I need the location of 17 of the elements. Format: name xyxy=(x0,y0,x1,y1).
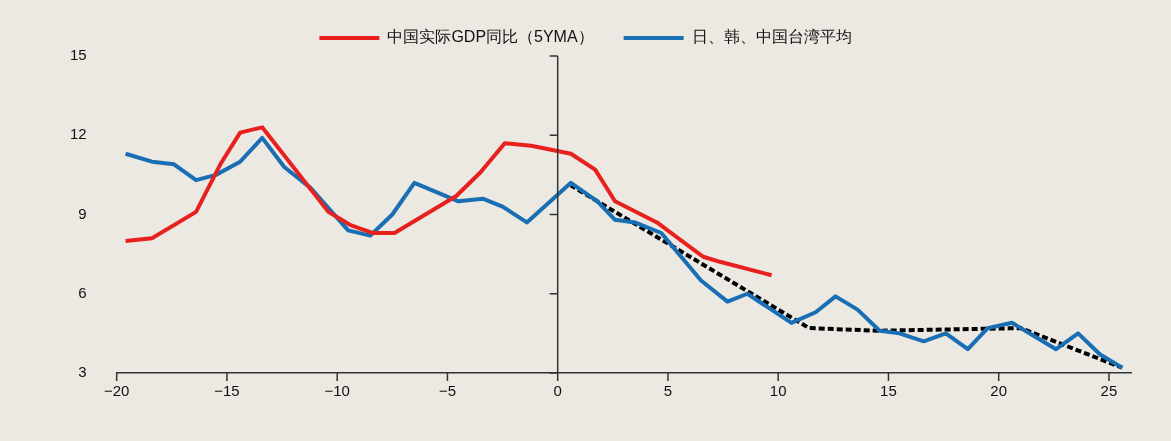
x-tick-label: −15 xyxy=(214,382,240,400)
x-tick-label: 15 xyxy=(880,382,897,400)
x-tick-label: −10 xyxy=(324,382,350,400)
y-tick-label: 3 xyxy=(78,363,87,381)
x-tick-label: −5 xyxy=(438,382,456,400)
legend-label: 中国实际GDP同比（5YMA） xyxy=(387,28,594,46)
x-tick-label: −20 xyxy=(103,382,130,400)
x-tick-label: 20 xyxy=(990,382,1008,400)
legend-label: 日、韩、中国台湾平均 xyxy=(691,28,852,46)
y-tick-label: 9 xyxy=(78,204,87,222)
x-tick-label: 25 xyxy=(1100,382,1118,400)
y-tick-label: 6 xyxy=(78,283,87,301)
x-tick-label: 0 xyxy=(553,382,562,400)
x-tick-label: 5 xyxy=(663,382,673,400)
y-tick-label: 12 xyxy=(70,125,87,143)
x-tick-label: 10 xyxy=(769,382,787,400)
y-tick-label: 15 xyxy=(70,46,87,64)
